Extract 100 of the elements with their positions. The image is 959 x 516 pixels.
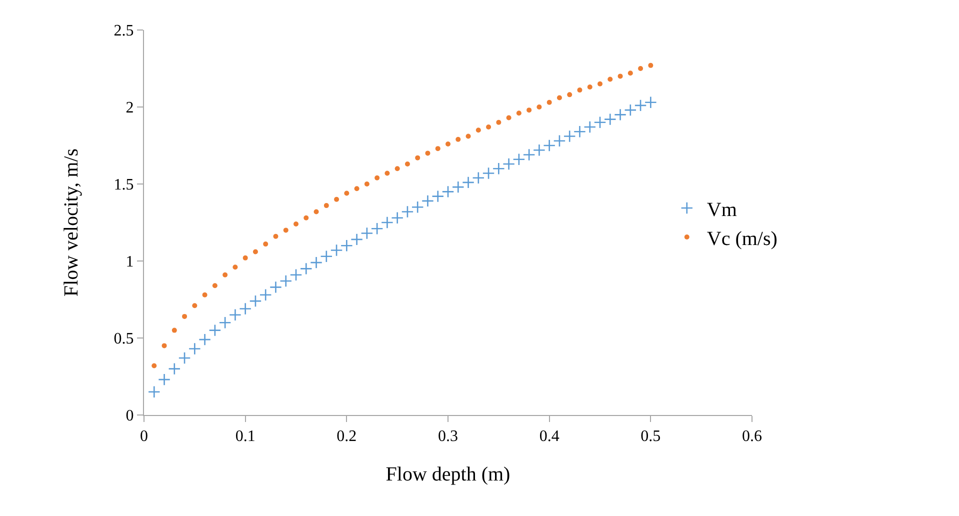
- point: [152, 363, 157, 368]
- point: [320, 250, 333, 263]
- point: [456, 136, 461, 142]
- y-tick-label: 2.5: [114, 22, 134, 40]
- point: [435, 146, 440, 152]
- point: [249, 294, 262, 308]
- point: [232, 264, 238, 270]
- point: [567, 92, 572, 98]
- point: [573, 125, 586, 138]
- point: [584, 120, 596, 134]
- point: [259, 288, 272, 302]
- point: [380, 216, 394, 229]
- point: [283, 228, 288, 233]
- point: [304, 215, 309, 220]
- point: [208, 324, 222, 337]
- point: [608, 76, 613, 82]
- point: [476, 128, 481, 133]
- point: [252, 249, 258, 254]
- point: [239, 302, 252, 315]
- legend-label: Vm: [706, 198, 738, 221]
- point: [178, 352, 191, 364]
- point: [415, 155, 420, 160]
- point: [512, 153, 526, 166]
- point: [404, 161, 410, 166]
- point: [370, 222, 384, 235]
- y-tick-label: 0.5: [114, 330, 134, 348]
- point: [421, 194, 434, 208]
- point: [198, 333, 212, 346]
- point: [324, 203, 329, 208]
- point: [432, 190, 444, 203]
- point: [556, 95, 562, 100]
- point: [218, 316, 232, 329]
- point: [280, 274, 292, 288]
- point: [546, 100, 552, 105]
- point: [506, 115, 512, 120]
- point: [242, 255, 248, 260]
- point: [492, 162, 505, 175]
- point: [614, 108, 627, 121]
- point: [411, 200, 424, 214]
- point: [577, 88, 582, 93]
- point: [269, 280, 282, 294]
- point: [192, 303, 198, 308]
- point: [482, 166, 495, 180]
- point: [452, 180, 464, 194]
- point: [442, 185, 454, 198]
- point: [598, 81, 602, 86]
- x-tick-label: 0.5: [640, 428, 661, 446]
- point: [391, 212, 404, 224]
- point: [344, 190, 350, 196]
- point: [502, 158, 516, 170]
- point: [563, 130, 576, 143]
- point: [394, 166, 400, 172]
- point: [648, 62, 654, 68]
- x-tick-label: 0.2: [336, 428, 357, 446]
- point: [466, 134, 471, 139]
- point: [294, 222, 298, 227]
- x-tick-label: 0: [140, 428, 148, 446]
- point: [536, 104, 542, 110]
- x-tick-label: 0.1: [235, 428, 256, 446]
- point: [624, 104, 637, 116]
- x-axis-title: Flow depth (m): [386, 464, 510, 486]
- point: [604, 113, 616, 126]
- y-tick-label: 1.5: [114, 176, 134, 194]
- point: [350, 233, 364, 246]
- point: [162, 343, 167, 348]
- x-tick-label: 0.6: [742, 428, 762, 446]
- y-tick-label: 0: [126, 408, 134, 425]
- point: [168, 362, 181, 376]
- point: [263, 242, 268, 247]
- point: [374, 175, 380, 180]
- point: [516, 110, 522, 116]
- point: [222, 272, 228, 278]
- point: [273, 234, 278, 239]
- point: [340, 239, 353, 252]
- point: [148, 386, 160, 398]
- point: [310, 256, 323, 269]
- point: [330, 244, 343, 256]
- point: [496, 120, 502, 125]
- point: [182, 314, 188, 319]
- point: [290, 268, 302, 282]
- point: [472, 172, 485, 184]
- point: [543, 139, 556, 152]
- point: [628, 70, 633, 76]
- y-tick-label: 2: [126, 100, 134, 117]
- point: [587, 84, 592, 90]
- point: [522, 148, 536, 161]
- point: [425, 150, 430, 156]
- y-tick-label: 1: [126, 254, 134, 271]
- point: [553, 134, 566, 148]
- point: [172, 328, 177, 333]
- point: [354, 186, 360, 192]
- point: [532, 144, 546, 156]
- y-axis-title: Flow velocity, m/s: [60, 148, 82, 297]
- point: [446, 141, 450, 146]
- point: [300, 262, 312, 275]
- legend-label: Vc (m/s): [706, 228, 778, 250]
- point: [634, 99, 647, 112]
- point: [594, 116, 606, 129]
- point: [360, 227, 374, 240]
- point: [644, 96, 657, 109]
